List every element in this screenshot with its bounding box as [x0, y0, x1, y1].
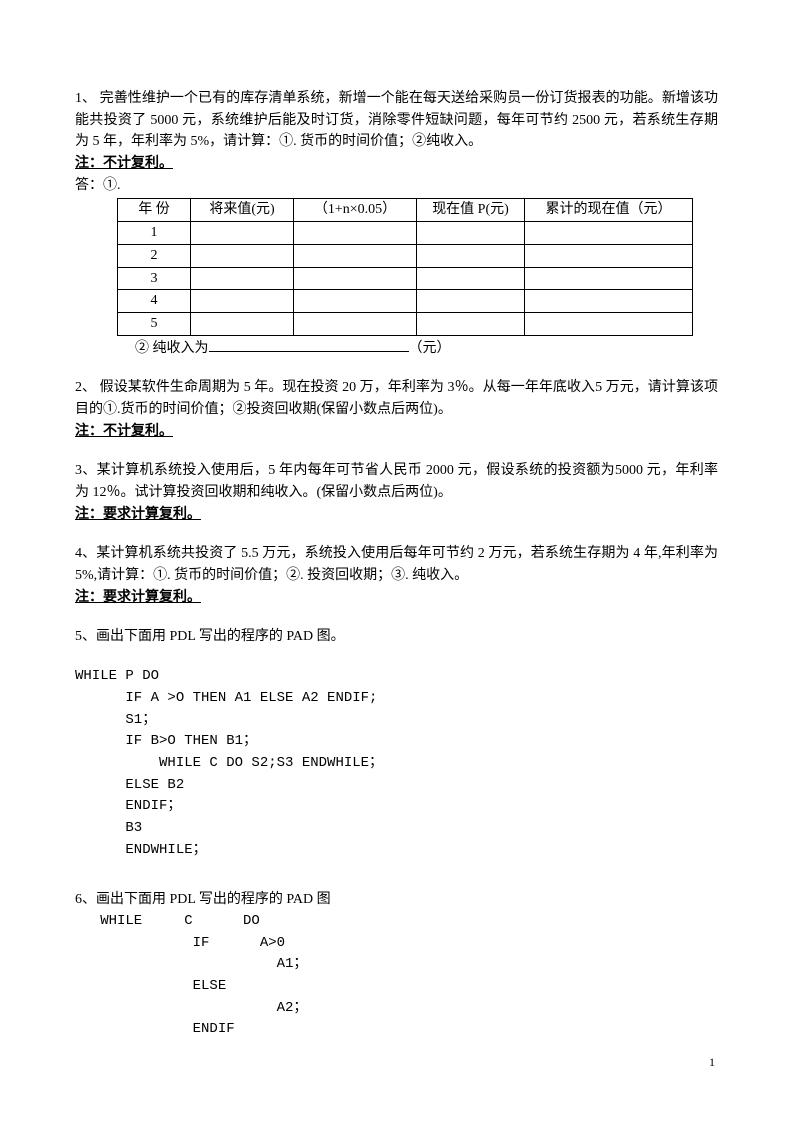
table-row: 1: [118, 222, 693, 245]
blank-line: [209, 337, 409, 352]
cell: [294, 312, 417, 335]
cell: [191, 290, 294, 313]
question-1-answer-label: 答：①.: [75, 175, 718, 197]
cell-year: 3: [118, 267, 191, 290]
note-prefix: 注：: [75, 424, 103, 439]
question-4-note: 注：要求计算复利。: [75, 587, 718, 609]
cell: [417, 312, 525, 335]
cell: [294, 267, 417, 290]
document-page: 1、 完善性维护一个已有的库存清单系统，新增一个能在每天送给采购员一份订货报表的…: [0, 0, 793, 1122]
cell: [417, 290, 525, 313]
col-fv-header: 将来值(元): [191, 199, 294, 222]
cell: [191, 222, 294, 245]
table-row: 3: [118, 267, 693, 290]
cell-year: 5: [118, 312, 191, 335]
note-bold: 不计复利。: [103, 424, 173, 439]
cell: [417, 222, 525, 245]
question-6-code: WHILE C DO IF A>0 A1； ELSE A2； ENDIF: [75, 911, 718, 1041]
cell-year: 4: [118, 290, 191, 313]
cell: [525, 222, 693, 245]
table-header-row: 年 份 将来值(元) （1+n×0.05） 现在值 P(元) 累计的现在值（元）: [118, 199, 693, 222]
table-row: 5: [118, 312, 693, 335]
cell: [417, 244, 525, 267]
cell: [191, 267, 294, 290]
question-1-text: 1、 完善性维护一个已有的库存清单系统，新增一个能在每天送给采购员一份订货报表的…: [75, 88, 718, 153]
cell: [294, 244, 417, 267]
question-3-text: 3、某计算机系统投入使用后，5 年内每年可节省人民币 2000 元，假设系统的投…: [75, 460, 718, 503]
cell: [191, 312, 294, 335]
question-1-net-income: ② 纯收入为 （元）: [75, 337, 718, 360]
note-bold: 要求计算复利。: [103, 507, 201, 522]
note-bold: 不计复利。: [103, 156, 173, 171]
note-prefix: 注：: [75, 507, 103, 522]
question-3-note: 注：要求计算复利。: [75, 504, 718, 526]
table-row: 4: [118, 290, 693, 313]
page-number: 1: [709, 1053, 715, 1072]
question-6-title: 6、画出下面用 PDL 写出的程序的 PAD 图: [75, 889, 718, 911]
note-bold: 要求计算复利。: [103, 590, 201, 605]
question-1-table-wrap: 年 份 将来值(元) （1+n×0.05） 现在值 P(元) 累计的现在值（元）…: [75, 198, 718, 335]
cell: [417, 267, 525, 290]
cell: [525, 267, 693, 290]
net-prefix: ② 纯收入为: [135, 341, 209, 356]
question-1-note: 注：不计复利。: [75, 153, 718, 175]
cell: [191, 244, 294, 267]
cell: [294, 222, 417, 245]
question-2-text: 2、 假设某软件生命周期为 5 年。现在投资 20 万，年利率为 3％。从每一年…: [75, 377, 718, 420]
col-pv-header: 现在值 P(元): [417, 199, 525, 222]
question-1-table: 年 份 将来值(元) （1+n×0.05） 现在值 P(元) 累计的现在值（元）…: [117, 198, 693, 335]
cell-year: 2: [118, 244, 191, 267]
cell: [525, 312, 693, 335]
col-year-header: 年 份: [118, 199, 191, 222]
cell-year: 1: [118, 222, 191, 245]
col-cum-header: 累计的现在值（元）: [525, 199, 693, 222]
question-4-text: 4、某计算机系统共投资了 5.5 万元，系统投入使用后每年可节约 2 万元，若系…: [75, 543, 718, 586]
note-prefix: 注：: [75, 590, 103, 605]
question-2-note: 注：不计复利。: [75, 421, 718, 443]
table-row: 2: [118, 244, 693, 267]
cell: [525, 290, 693, 313]
note-prefix: 注：: [75, 156, 103, 171]
question-5-code: WHILE P DO IF A >O THEN A1 ELSE A2 ENDIF…: [75, 666, 718, 861]
question-5-title: 5、画出下面用 PDL 写出的程序的 PAD 图。: [75, 626, 718, 648]
cell: [294, 290, 417, 313]
cell: [525, 244, 693, 267]
net-suffix: （元）: [409, 341, 451, 356]
col-factor-header: （1+n×0.05）: [294, 199, 417, 222]
